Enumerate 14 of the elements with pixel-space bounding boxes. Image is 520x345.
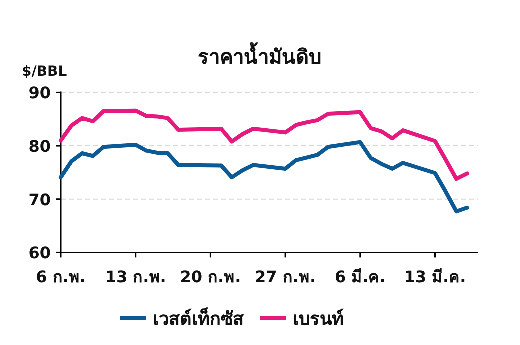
- x-tick-label: 13 ก.พ.: [105, 268, 166, 287]
- x-tick-label: 27 ก.พ.: [255, 268, 316, 287]
- y-tick-label: 70: [28, 190, 51, 210]
- y-tick-label: 80: [28, 137, 51, 156]
- y-tick-label: 60: [28, 244, 51, 263]
- legend-label: เบรนท์: [293, 308, 344, 330]
- x-tick-label: 20 ก.พ.: [180, 268, 242, 287]
- y-tick-label: 90: [28, 84, 51, 103]
- x-tick-label: 6 มี.ค.: [334, 268, 386, 287]
- chart-title: ราคาน้ำมันดิบ: [198, 42, 322, 69]
- x-tick-label: 6 ก.พ.: [36, 268, 86, 287]
- y-axis-title: $/BBL: [22, 64, 68, 80]
- legend-label: เวสต์เท็กซัส: [153, 307, 245, 330]
- x-tick-label: 13 มี.ค.: [404, 268, 466, 287]
